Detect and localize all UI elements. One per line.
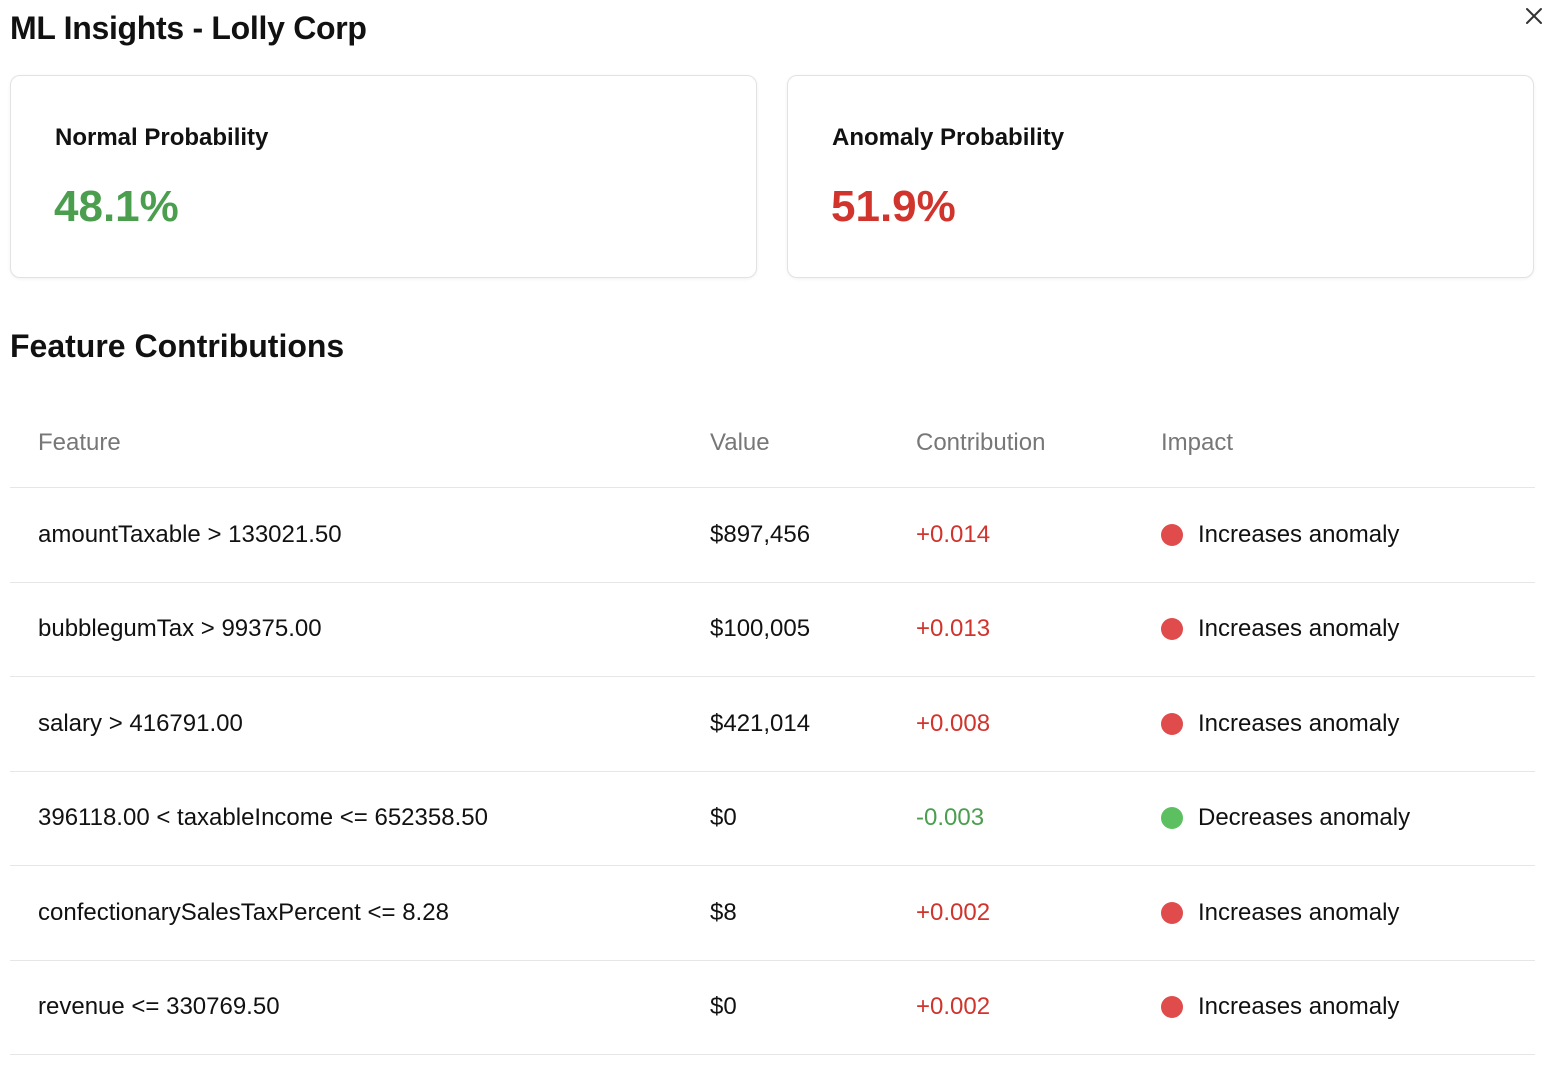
impact-dot-icon [1161, 901, 1183, 924]
section-title: Feature Contributions [10, 328, 345, 364]
value-cell: $897,456 [710, 520, 811, 548]
table-row: revenue <= 330769.50 $0 +0.002 Increases… [10, 961, 1535, 1055]
contribution-cell: +0.013 [916, 615, 991, 643]
feature-cell: 396118.00 < taxableIncome <= 652358.50 [38, 804, 488, 832]
feature-cell: salary > 416791.00 [38, 709, 243, 737]
value-cell: $0 [710, 804, 737, 832]
impact-dot-icon [1161, 807, 1183, 830]
value-cell: $421,014 [710, 709, 811, 737]
table-row: amountTaxable > 133021.50 $897,456 +0.01… [10, 488, 1535, 583]
value-cell: $100,005 [710, 615, 811, 643]
column-header-impact: Impact [1161, 428, 1234, 456]
impact-label: Increases anomaly [1198, 993, 1400, 1021]
impact-cell: Increases anomaly [1161, 488, 1399, 582]
table-row: confectionarySalesTaxPercent <= 8.28 $8 … [10, 866, 1535, 961]
close-button[interactable] [1518, 2, 1550, 30]
contribution-cell: +0.002 [916, 898, 991, 926]
contribution-cell: -0.003 [916, 804, 985, 832]
anomaly-probability-label: Anomaly Probability [832, 124, 1065, 151]
contribution-cell: +0.014 [916, 520, 991, 548]
impact-dot-icon [1161, 523, 1183, 546]
impact-dot-icon [1161, 996, 1183, 1019]
table-row: 396118.00 < taxableIncome <= 652358.50 $… [10, 772, 1535, 866]
impact-label: Increases anomaly [1198, 520, 1400, 548]
impact-label: Increases anomaly [1198, 898, 1400, 926]
anomaly-probability-card: Anomaly Probability 51.9% [787, 75, 1534, 278]
feature-cell: confectionarySalesTaxPercent <= 8.28 [38, 898, 449, 926]
normal-probability-value: 48.1% [54, 182, 179, 231]
impact-cell: Increases anomaly [1161, 866, 1399, 960]
feature-cell: bubblegumTax > 99375.00 [38, 615, 322, 643]
value-cell: $0 [710, 993, 737, 1021]
contribution-cell: +0.002 [916, 993, 991, 1021]
impact-cell: Increases anomaly [1161, 677, 1399, 771]
column-header-contribution: Contribution [916, 428, 1046, 456]
feature-cell: amountTaxable > 133021.50 [38, 520, 342, 548]
table-header-row: Feature Value Contribution Impact [10, 398, 1535, 488]
impact-cell: Increases anomaly [1161, 583, 1399, 677]
impact-cell: Decreases anomaly [1161, 772, 1410, 866]
impact-cell: Increases anomaly [1161, 961, 1399, 1055]
normal-probability-card: Normal Probability 48.1% [10, 75, 757, 278]
feature-cell: revenue <= 330769.50 [38, 993, 280, 1021]
table-row: bubblegumTax > 99375.00 $100,005 +0.013 … [10, 583, 1535, 677]
impact-dot-icon [1161, 618, 1183, 641]
contribution-cell: +0.008 [916, 709, 991, 737]
impact-label: Increases anomaly [1198, 709, 1400, 737]
impact-dot-icon [1161, 712, 1183, 735]
impact-label: Decreases anomaly [1198, 804, 1411, 832]
anomaly-probability-value: 51.9% [831, 182, 956, 231]
column-header-feature: Feature [38, 428, 121, 456]
dialog-title: ML Insights - Lolly Corp [10, 10, 367, 46]
table-row: salary > 416791.00 $421,014 +0.008 Incre… [10, 677, 1535, 772]
impact-label: Increases anomaly [1198, 615, 1400, 643]
column-header-value: Value [710, 428, 770, 456]
close-icon [1526, 8, 1542, 24]
value-cell: $8 [710, 898, 737, 926]
normal-probability-label: Normal Probability [55, 124, 269, 151]
feature-contributions-table: Feature Value Contribution Impact amount… [10, 398, 1535, 1055]
